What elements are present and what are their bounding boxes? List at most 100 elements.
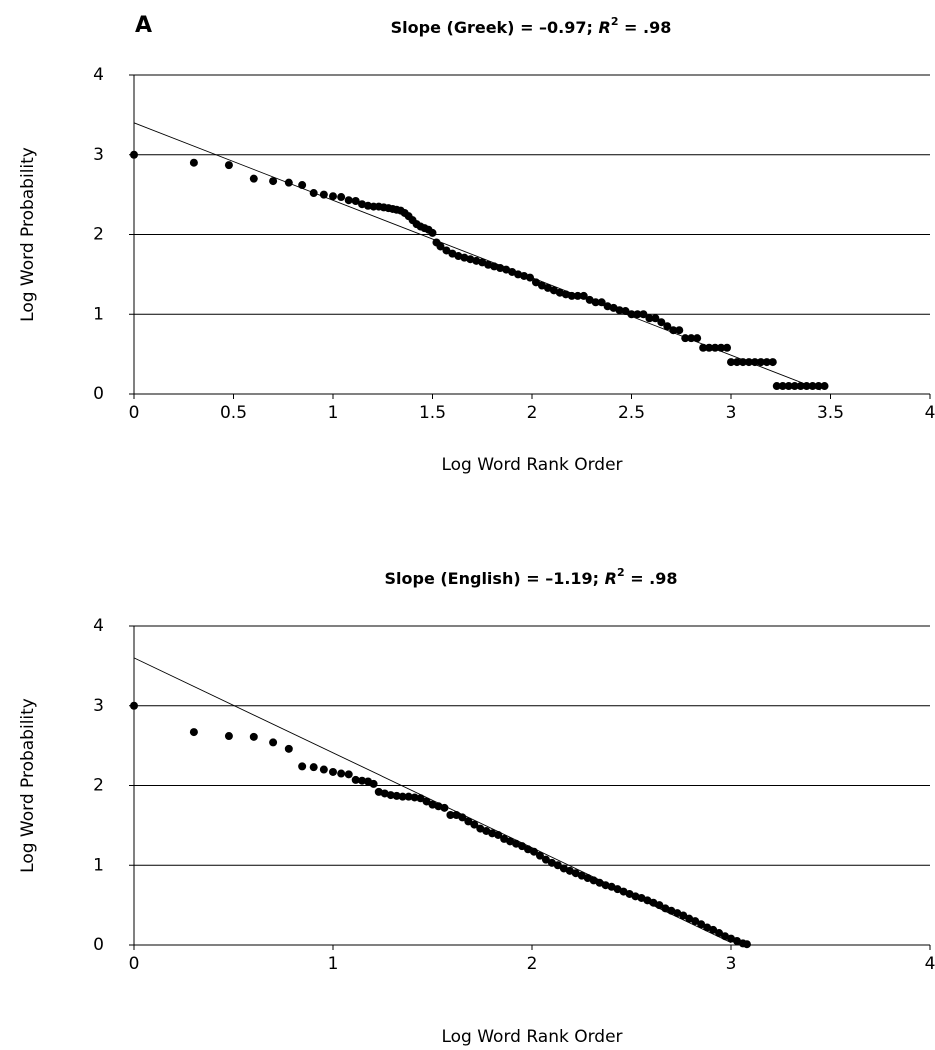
point [723,343,732,352]
title-part: R [598,18,610,37]
point [404,792,413,801]
point [344,770,353,779]
point [679,911,688,920]
point [351,775,360,784]
x-tick-label: 3 [726,954,737,974]
y-tick-label: 2 [93,776,104,796]
point [446,811,455,820]
point [224,732,233,741]
point [697,920,706,929]
point [597,298,606,307]
point [675,326,684,335]
point [298,181,307,190]
title-part: R [605,569,617,588]
y-tick-label: 4 [93,65,104,85]
point [762,358,771,367]
x-tick-label: 4 [925,954,935,974]
point [358,776,367,785]
point [470,820,479,829]
point [768,358,777,367]
y-axis-label: Log Word Probability [18,698,38,873]
point [249,732,258,741]
point [284,178,293,187]
point [756,358,765,367]
point [529,847,538,856]
x-tick-label: 1.5 [419,403,446,423]
point [567,291,576,300]
point [778,382,787,391]
title-part: Slope (English) = –1.19; [384,569,604,588]
point [392,791,401,800]
point [319,190,328,199]
point [699,343,708,352]
point [691,917,700,926]
point [249,174,258,183]
x-tick-label: 0.5 [220,403,247,423]
point [639,310,648,319]
chart-title: Slope (English) = –1.19; R2 = .98 [384,566,677,588]
point [464,817,473,826]
point [790,382,799,391]
point [705,343,714,352]
point [189,158,198,167]
point [337,769,346,778]
point [284,744,293,753]
point [711,343,720,352]
point [621,307,630,316]
x-tick-label: 3.5 [817,403,844,423]
point [655,901,664,910]
x-tick-label: 3 [726,403,737,423]
point [541,855,550,864]
point [535,851,544,860]
x-axis-label: Log Word Rank Order [441,455,622,475]
point [436,242,445,251]
point [820,382,829,391]
point [130,701,138,710]
title-part: = .98 [625,569,678,588]
point [269,738,278,747]
point [738,358,747,367]
point [386,791,395,800]
title-part: 2 [611,15,619,28]
y-tick-label: 1 [93,855,104,875]
point [337,193,346,202]
x-tick-label: 0 [129,954,140,974]
title-part: 2 [617,566,625,579]
chart-title: Slope (Greek) = –0.97; R2 = .98 [391,15,672,37]
point [717,343,726,352]
y-axis-label: Log Word Probability [18,147,38,322]
point [732,358,741,367]
x-tick-label: 0 [129,403,140,423]
point [579,291,588,300]
point [657,318,666,327]
x-tick-label: 4 [925,403,935,423]
point [518,842,527,851]
point [224,161,233,170]
point [693,334,702,343]
point [440,803,449,812]
point [633,310,642,319]
point [627,310,636,319]
point [344,196,353,205]
point [351,197,360,206]
point [715,929,724,938]
point [750,358,759,367]
point [645,314,654,323]
point [742,940,751,949]
x-tick-label: 2 [527,403,538,423]
point [369,779,378,788]
point [663,322,672,331]
point [398,792,407,801]
point [709,925,718,934]
point [309,763,318,772]
point [329,192,337,201]
y-tick-label: 0 [93,935,104,955]
point [458,813,467,822]
point [681,334,690,343]
point [808,382,817,391]
point [494,830,503,839]
point [298,762,307,771]
y-tick-label: 3 [93,145,104,165]
y-tick-label: 1 [93,304,104,324]
